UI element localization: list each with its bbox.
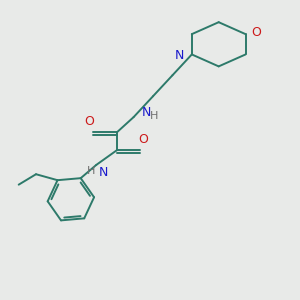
Text: N: N [142, 106, 151, 119]
Text: O: O [251, 26, 261, 39]
Text: O: O [85, 115, 94, 128]
Text: N: N [99, 166, 109, 178]
Text: H: H [86, 167, 95, 176]
Text: O: O [138, 133, 148, 146]
Text: H: H [150, 111, 158, 121]
Text: N: N [175, 49, 184, 62]
